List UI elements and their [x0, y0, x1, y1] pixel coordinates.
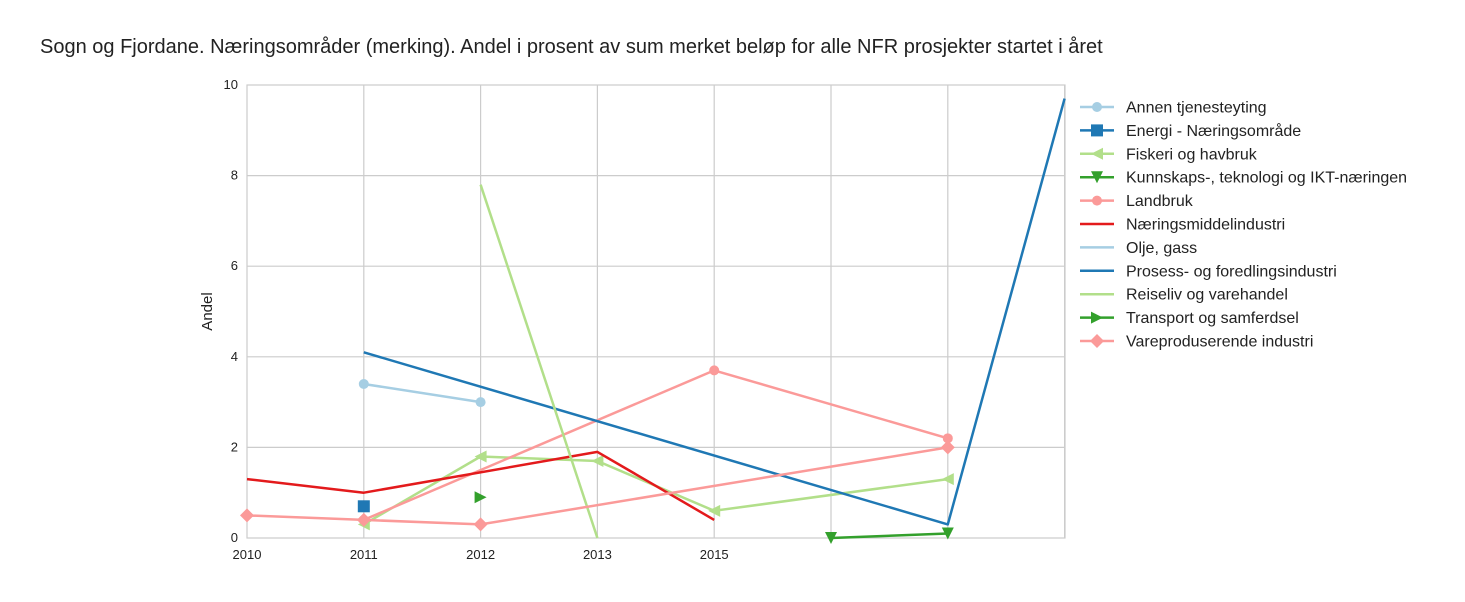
data-point	[356, 512, 371, 527]
x-tick-label: 2011	[350, 547, 378, 562]
y-tick-label: 0	[231, 530, 238, 545]
legend-label: Transport og samferdsel	[1126, 310, 1299, 327]
legend-marker	[1090, 334, 1104, 348]
chart-title: Sogn og Fjordane. Næringsområder (merkin…	[40, 36, 1103, 58]
plot-frame	[246, 84, 1066, 539]
legend-marker	[1091, 171, 1103, 184]
series-0	[358, 378, 486, 408]
legend-entry: Olje, gass	[1080, 240, 1197, 257]
series-line	[246, 446, 949, 526]
data-point	[825, 532, 837, 544]
legend-label: Olje, gass	[1126, 240, 1197, 257]
series-line	[363, 455, 948, 526]
data-point	[941, 473, 954, 486]
series-4	[358, 365, 953, 525]
legend-label: Annen tjenesteyting	[1126, 100, 1267, 117]
data-point	[708, 504, 721, 517]
grid-lines	[247, 85, 1066, 538]
series-2	[357, 450, 954, 531]
series-9	[474, 491, 487, 504]
series-10	[240, 440, 955, 532]
series-3	[825, 527, 954, 544]
x-tick-label: 2010	[233, 547, 262, 562]
legend-entry: Prosess- og foredlingsindustri	[1080, 263, 1337, 280]
legend-entry: Kunnskaps-, teknologi og IKT-næringen	[1080, 170, 1407, 187]
data-point	[474, 450, 487, 463]
data-point	[941, 527, 954, 540]
legend-label: Vareproduserende industri	[1126, 334, 1313, 351]
data-point	[474, 491, 487, 504]
series-line	[479, 184, 599, 539]
x-tick-label: 2013	[583, 547, 612, 562]
series-line	[246, 450, 715, 521]
data-point	[475, 397, 486, 408]
legend-label: Energi - Næringsområde	[1126, 122, 1301, 140]
legend-entry: Reiseliv og varehandel	[1080, 287, 1288, 304]
legend-label: Næringsmiddelindustri	[1126, 217, 1285, 234]
y-tick-label: 6	[231, 258, 238, 273]
data-point	[357, 500, 370, 513]
series-5	[246, 450, 715, 521]
y-axis-label: Andel	[199, 292, 216, 330]
y-tick-label: 4	[231, 349, 238, 364]
legend-label: Fiskeri og havbruk	[1126, 146, 1258, 163]
series-line	[830, 532, 948, 540]
legend-entry: Energi - Næringsområde	[1080, 122, 1301, 140]
x-tick-label: 2015	[700, 547, 729, 562]
legend-marker	[1091, 311, 1103, 324]
y-tick-label: 10	[224, 77, 238, 92]
legend: Annen tjenesteyting Energi - Næringsområd…	[1080, 100, 1407, 351]
data-point	[358, 378, 369, 389]
series-layer	[240, 98, 1066, 544]
series-line	[363, 382, 481, 404]
legend-entry: Fiskeri og havbruk	[1080, 146, 1258, 163]
legend-label: Reiseliv og varehandel	[1126, 287, 1288, 304]
data-point	[709, 365, 720, 376]
legend-label: Kunnskaps-, teknologi og IKT-næringen	[1126, 170, 1407, 187]
legend-marker	[1092, 102, 1102, 112]
legend-label: Landbruk	[1126, 193, 1194, 210]
series-7	[363, 98, 1066, 526]
legend-entry: Vareproduserende industri	[1080, 334, 1313, 351]
series-1	[357, 500, 370, 513]
y-tick-label: 2	[231, 439, 238, 454]
data-point	[940, 440, 955, 455]
x-tick-label: 2012	[466, 547, 495, 562]
series-8	[479, 184, 599, 539]
data-point	[942, 433, 953, 444]
legend-entry: Næringsmiddelindustri	[1080, 217, 1285, 234]
legend-entry: Annen tjenesteyting	[1080, 100, 1267, 117]
series-line	[363, 98, 1066, 526]
data-point	[591, 454, 604, 467]
legend-marker	[1092, 195, 1102, 206]
legend-entry: Landbruk	[1080, 193, 1194, 210]
axis-labels: 0 2 4 6 8 10 2010 2011 2012 2013 2015 Andel	[199, 77, 729, 562]
legend-marker	[1091, 124, 1103, 137]
data-point	[473, 517, 488, 532]
y-tick-label: 8	[231, 168, 238, 183]
legend-entry: Transport og samferdsel	[1080, 310, 1299, 327]
legend-label: Prosess- og foredlingsindustri	[1126, 263, 1337, 280]
data-point	[240, 508, 254, 523]
legend-marker	[1091, 147, 1103, 160]
